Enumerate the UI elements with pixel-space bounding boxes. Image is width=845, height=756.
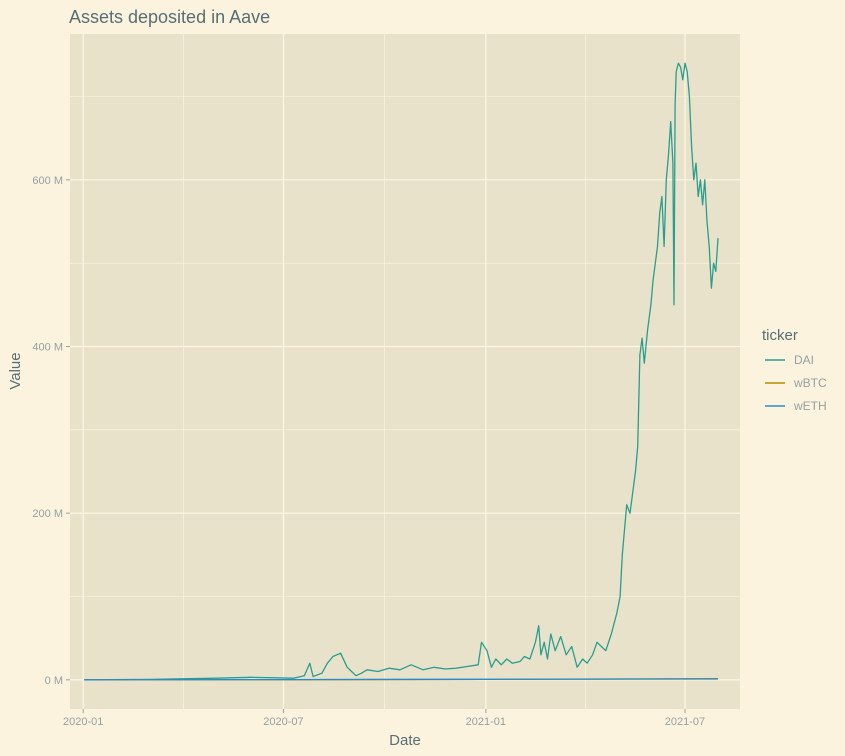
y-tick-label: 0 M: [45, 675, 63, 687]
y-tick-label: 400 M: [32, 342, 63, 354]
y-tick-label: 200 M: [32, 508, 63, 520]
series-line-dai: [84, 62, 719, 681]
legend-label-dai: DAI: [794, 353, 814, 367]
x-tick-label: 2020-01: [63, 716, 103, 728]
x-axis-title: Date: [389, 732, 421, 749]
x-tick-label: 2021-07: [665, 716, 705, 728]
y-tick-label: 600 M: [32, 175, 63, 187]
x-tick-label: 2021-01: [466, 716, 506, 728]
legend-label-weth: wETH: [793, 399, 827, 413]
x-tick-label: 2020-07: [263, 716, 303, 728]
legend-label-wbtc: wBTC: [793, 376, 827, 390]
legend-title: ticker: [762, 327, 798, 344]
y-axis-title: Value: [7, 352, 24, 389]
series-line-weth: [84, 678, 719, 681]
chart-title: Assets deposited in Aave: [69, 7, 270, 27]
legend: ticker DAI wBTC wETH: [762, 327, 827, 413]
